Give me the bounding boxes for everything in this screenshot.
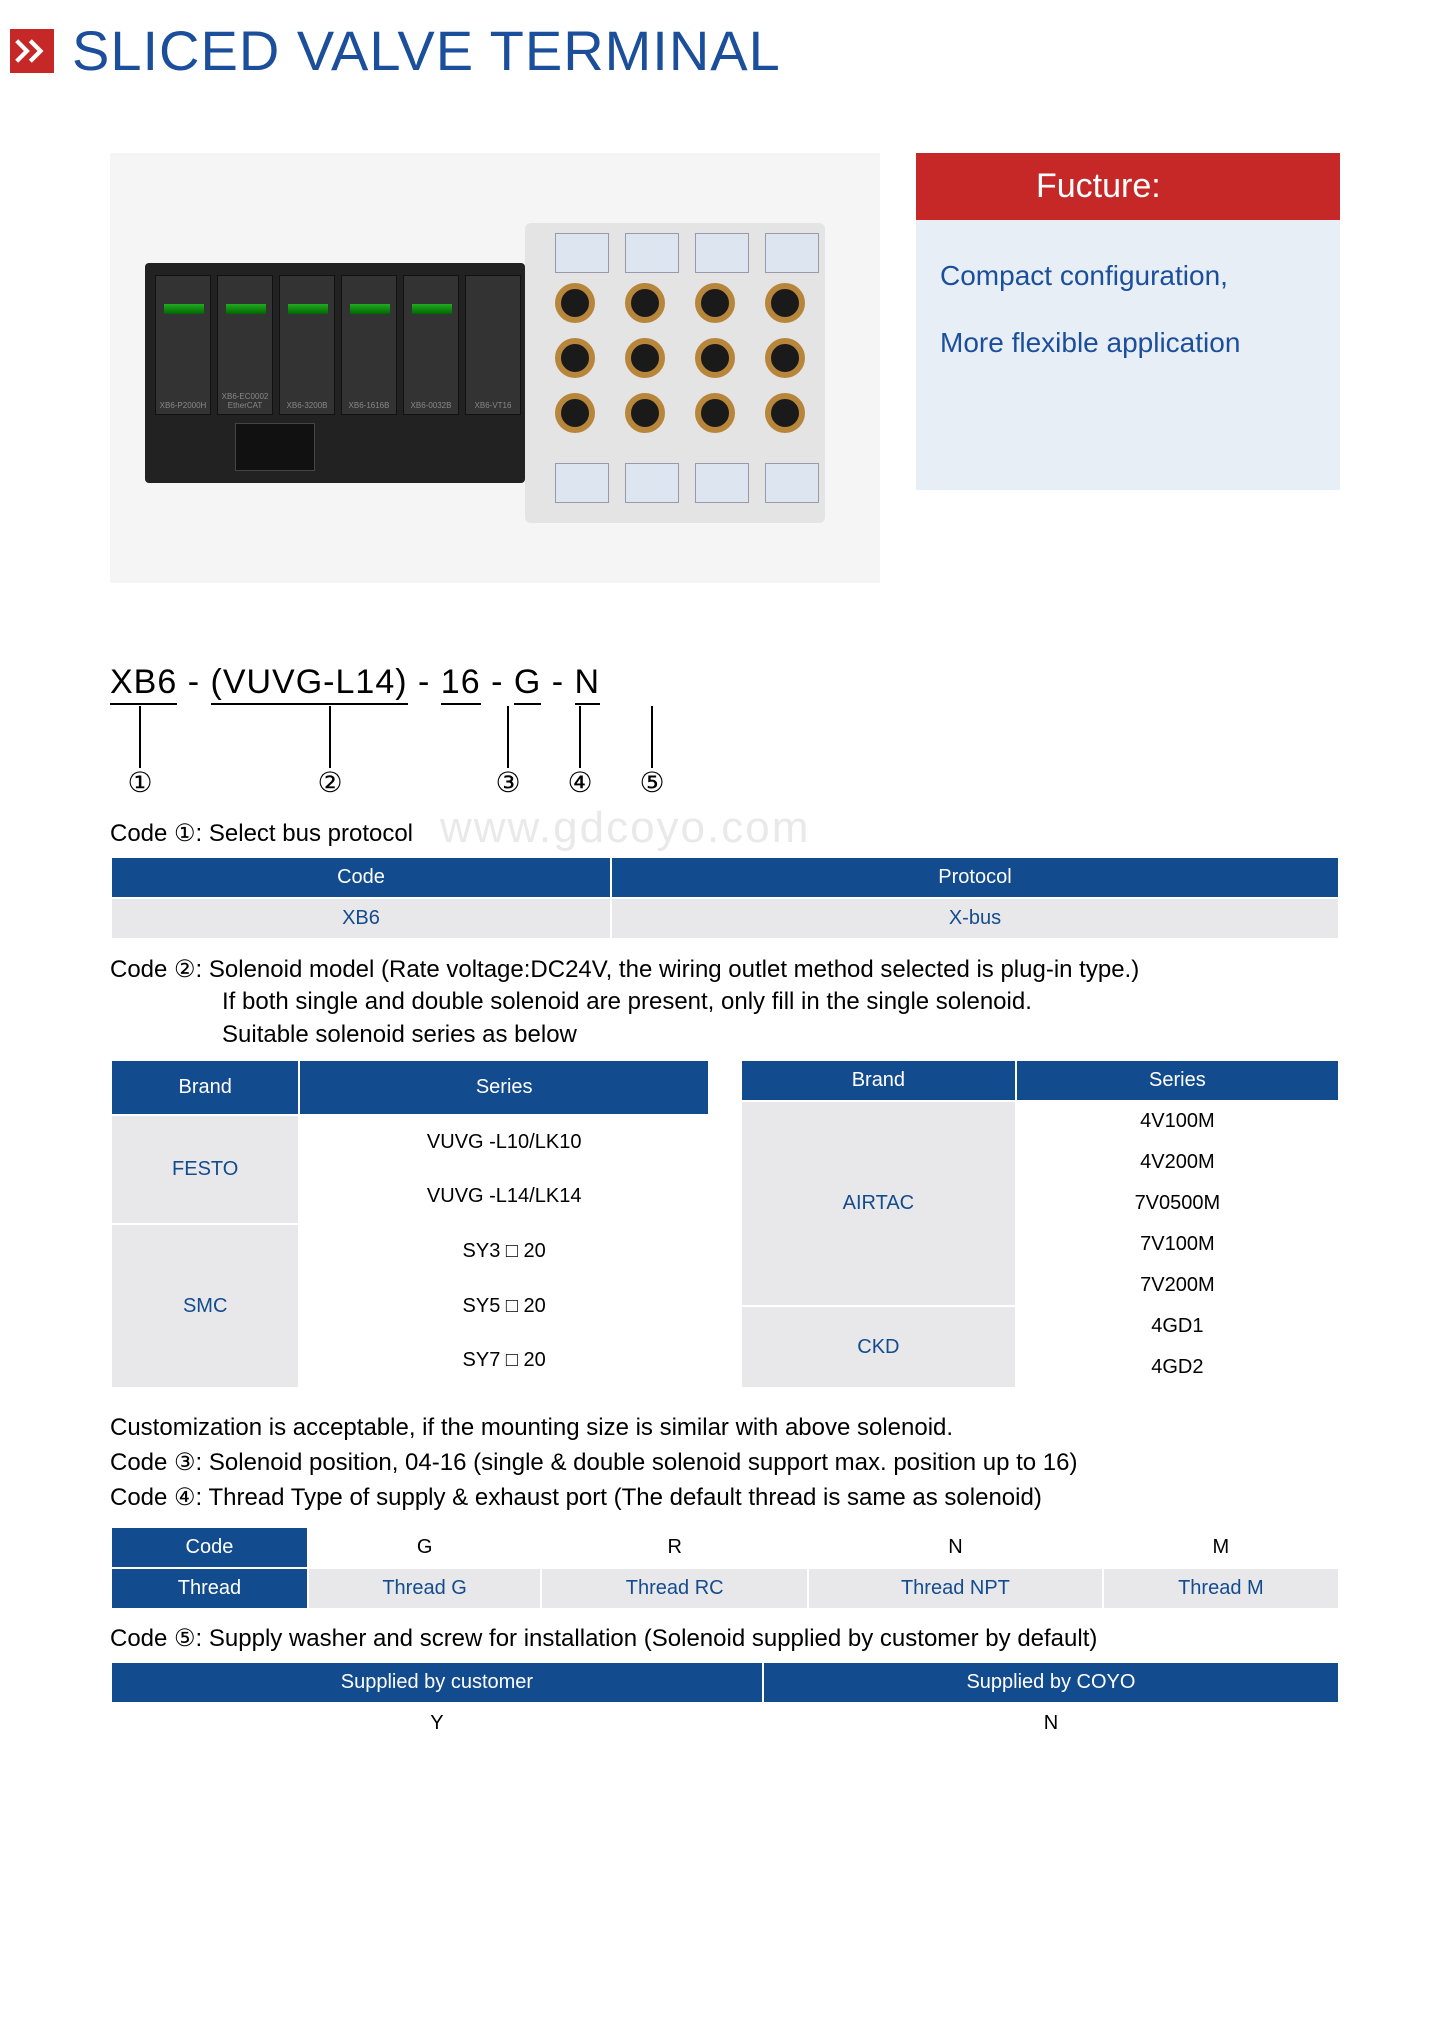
table-cell: AIRTAC <box>742 1102 1015 1305</box>
mid-notes: Customization is acceptable, if the moun… <box>110 1411 1340 1515</box>
ordering-code-diagram: XB6 - (VUVG-L14) - 16 - G - N ① ② ③ ④ ⑤ <box>110 663 1340 801</box>
table-cell: SY5 □ 20 <box>300 1280 708 1333</box>
table-cell: Thread G <box>309 1569 540 1608</box>
code-connector-lines: ① ② ③ ④ ⑤ <box>110 706 810 796</box>
code5-caption: Code ⑤: Supply washer and screw for inst… <box>110 1624 1340 1653</box>
table-cell: N <box>764 1704 1338 1743</box>
table-cell: Thread M <box>1104 1569 1338 1608</box>
table-cell: Y <box>112 1704 762 1743</box>
double-chevron-icon <box>10 29 54 73</box>
feature-panel: Fucture: Compact configuration, More fle… <box>916 153 1340 583</box>
table-row-header: Code <box>112 1528 307 1567</box>
table-cell: M <box>1104 1528 1338 1567</box>
code2-right-table: BrandSeries AIRTAC4V100M 4V200M 7V0500M … <box>740 1059 1340 1389</box>
table-cell: 7V100M <box>1017 1225 1338 1264</box>
table-cell: R <box>542 1528 807 1567</box>
table-cell: Thread NPT <box>809 1569 1102 1608</box>
title-bar: SLICED VALVE TERMINAL <box>0 0 1450 93</box>
code1-caption: Code ①: Select bus protocol <box>110 819 1340 848</box>
feature-header: Fucture: <box>916 153 1340 220</box>
table-cell: 7V200M <box>1017 1266 1338 1305</box>
code2-caption: Code ②: Solenoid model (Rate voltage:DC2… <box>110 954 1340 1051</box>
code-marker: ③ <box>495 767 520 796</box>
code-marker: ⑤ <box>639 767 664 796</box>
table-cell: XB6 <box>112 899 610 938</box>
table-cell: 4GD1 <box>1017 1307 1338 1346</box>
table-cell: 4V200M <box>1017 1143 1338 1182</box>
feature-line: More flexible application <box>940 323 1316 362</box>
table-cell: 4V100M <box>1017 1102 1338 1141</box>
table-cell: G <box>309 1528 540 1567</box>
code2-tables: BrandSeries FESTOVUVG -L10/LK10 VUVG -L1… <box>110 1059 1340 1403</box>
table-cell: N <box>809 1528 1102 1567</box>
table-row-header: Thread <box>112 1569 307 1608</box>
code-marker: ② <box>317 767 342 796</box>
table-header: Code <box>112 858 610 897</box>
product-photo: XB6-P2000H XB6-EC0002 EtherCAT XB6-3200B… <box>110 153 880 583</box>
table-cell: VUVG -L10/LK10 <box>300 1116 708 1169</box>
code1-table: CodeProtocol XB6X-bus <box>110 856 1340 940</box>
order-code-text: XB6 - (VUVG-L14) - 16 - G - N <box>110 663 1340 702</box>
table-header: Supplied by COYO <box>764 1663 1338 1702</box>
table-cell: CKD <box>742 1307 1015 1387</box>
table-cell: SY7 □ 20 <box>300 1334 708 1387</box>
table-cell: 4GD2 <box>1017 1348 1338 1387</box>
table-cell: Thread RC <box>542 1569 807 1608</box>
hero-row: XB6-P2000H XB6-EC0002 EtherCAT XB6-3200B… <box>110 153 1340 583</box>
table-cell: X-bus <box>612 899 1338 938</box>
code2-left-table: BrandSeries FESTOVUVG -L10/LK10 VUVG -L1… <box>110 1059 710 1389</box>
table-cell: FESTO <box>112 1116 298 1223</box>
table-cell: VUVG -L14/LK14 <box>300 1170 708 1223</box>
table-cell: 7V0500M <box>1017 1184 1338 1223</box>
table-cell: SMC <box>112 1225 298 1387</box>
code-marker: ④ <box>567 767 592 796</box>
table-header: Supplied by customer <box>112 1663 762 1702</box>
code4-table: Code G R N M Thread Thread G Thread RC T… <box>110 1526 1340 1610</box>
table-cell: SY3 □ 20 <box>300 1225 708 1278</box>
feature-line: Compact configuration, <box>940 256 1316 295</box>
feature-body: Compact configuration, More flexible app… <box>916 220 1340 490</box>
code5-table: Supplied by customerSupplied by COYO YN <box>110 1661 1340 1745</box>
table-header: Protocol <box>612 858 1338 897</box>
content-area: XB6-P2000H XB6-EC0002 EtherCAT XB6-3200B… <box>0 93 1450 1799</box>
code-marker: ① <box>127 767 152 796</box>
page-title: SLICED VALVE TERMINAL <box>72 18 781 83</box>
